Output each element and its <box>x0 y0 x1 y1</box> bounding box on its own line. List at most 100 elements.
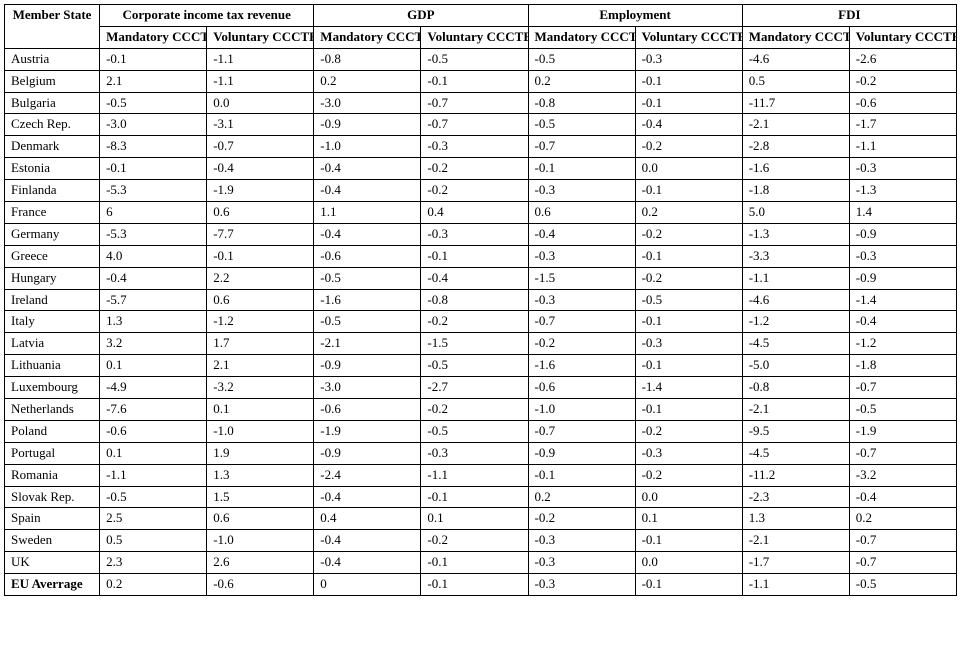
cell-cit_m: -8.3 <box>100 136 207 158</box>
cell-cit_v: 0.0 <box>207 92 314 114</box>
cell-emp_v: 0.0 <box>635 486 742 508</box>
cell-state: Slovak Rep. <box>5 486 100 508</box>
cell-state: Bulgaria <box>5 92 100 114</box>
cell-fdi_m: -4.5 <box>742 333 849 355</box>
cell-gdp_v: -0.3 <box>421 136 528 158</box>
cell-fdi_m: -1.7 <box>742 552 849 574</box>
cell-fdi_v: -0.7 <box>849 442 956 464</box>
cell-fdi_v: -1.1 <box>849 136 956 158</box>
cell-state: Poland <box>5 420 100 442</box>
cell-cit_v: 1.5 <box>207 486 314 508</box>
cell-fdi_v: -0.7 <box>849 552 956 574</box>
cell-emp_v: -0.1 <box>635 355 742 377</box>
cell-gdp_v: -0.7 <box>421 92 528 114</box>
cell-fdi_m: -4.6 <box>742 289 849 311</box>
cell-emp_m: -0.4 <box>528 223 635 245</box>
cell-gdp_v: -0.2 <box>421 180 528 202</box>
cell-emp_m: -0.2 <box>528 333 635 355</box>
cell-gdp_v: -0.1 <box>421 486 528 508</box>
cell-gdp_v: -0.1 <box>421 245 528 267</box>
cell-emp_m: 0.2 <box>528 486 635 508</box>
cell-emp_m: -0.7 <box>528 136 635 158</box>
cell-gdp_v: -2.7 <box>421 377 528 399</box>
sub-emp-voluntary: Voluntary CCCTB <box>635 26 742 48</box>
cell-state: Germany <box>5 223 100 245</box>
cell-emp_m: 0.2 <box>528 70 635 92</box>
table-row: Italy1.3-1.2-0.5-0.2-0.7-0.1-1.2-0.4 <box>5 311 957 333</box>
cell-gdp_m: -0.4 <box>314 486 421 508</box>
cell-gdp_v: -0.1 <box>421 552 528 574</box>
cell-emp_v: 0.0 <box>635 158 742 180</box>
cell-emp_v: -0.1 <box>635 574 742 596</box>
cell-fdi_m: -1.1 <box>742 267 849 289</box>
cell-emp_v: -0.1 <box>635 70 742 92</box>
cell-gdp_m: -3.0 <box>314 92 421 114</box>
table-row: Hungary-0.42.2-0.5-0.4-1.5-0.2-1.1-0.9 <box>5 267 957 289</box>
cell-cit_m: 3.2 <box>100 333 207 355</box>
cell-fdi_m: -4.6 <box>742 48 849 70</box>
col-fdi: FDI <box>742 5 956 27</box>
table-row: Latvia3.21.7-2.1-1.5-0.2-0.3-4.5-1.2 <box>5 333 957 355</box>
cell-fdi_m: -2.1 <box>742 399 849 421</box>
cell-cit_v: -1.2 <box>207 311 314 333</box>
cell-state: UK <box>5 552 100 574</box>
cell-fdi_v: -0.5 <box>849 399 956 421</box>
cell-emp_m: -0.3 <box>528 289 635 311</box>
cell-state: Finlanda <box>5 180 100 202</box>
cell-cit_v: 0.1 <box>207 399 314 421</box>
cell-emp_v: -0.1 <box>635 245 742 267</box>
cell-gdp_v: -0.3 <box>421 442 528 464</box>
sub-cit-mandatory: Mandatory CCCTB <box>100 26 207 48</box>
table-row: Bulgaria-0.50.0-3.0-0.7-0.8-0.1-11.7-0.6 <box>5 92 957 114</box>
cell-emp_m: -0.5 <box>528 114 635 136</box>
cell-cit_v: -0.7 <box>207 136 314 158</box>
cell-emp_m: -0.3 <box>528 574 635 596</box>
cell-cit_m: -1.1 <box>100 464 207 486</box>
cell-cit_m: 4.0 <box>100 245 207 267</box>
cell-state: Lithuania <box>5 355 100 377</box>
cell-fdi_v: -0.6 <box>849 92 956 114</box>
cell-fdi_v: -0.4 <box>849 486 956 508</box>
cell-gdp_v: -0.4 <box>421 267 528 289</box>
table-row: Luxembourg-4.9-3.2-3.0-2.7-0.6-1.4-0.8-0… <box>5 377 957 399</box>
cell-fdi_m: -1.6 <box>742 158 849 180</box>
cell-state: Luxembourg <box>5 377 100 399</box>
cell-fdi_m: -0.8 <box>742 377 849 399</box>
cell-cit_m: -3.0 <box>100 114 207 136</box>
cell-emp_m: -0.6 <box>528 377 635 399</box>
cell-fdi_m: -11.7 <box>742 92 849 114</box>
cell-fdi_m: -11.2 <box>742 464 849 486</box>
table-row: Netherlands-7.60.1-0.6-0.2-1.0-0.1-2.1-0… <box>5 399 957 421</box>
cell-cit_v: -3.2 <box>207 377 314 399</box>
cell-cit_v: 1.9 <box>207 442 314 464</box>
table-row: Portugal0.11.9-0.9-0.3-0.9-0.3-4.5-0.7 <box>5 442 957 464</box>
cell-emp_v: -0.5 <box>635 289 742 311</box>
cell-cit_m: 2.5 <box>100 508 207 530</box>
col-employment: Employment <box>528 5 742 27</box>
cell-gdp_m: -0.4 <box>314 552 421 574</box>
cell-state: EU Averrage <box>5 574 100 596</box>
cell-fdi_v: 0.2 <box>849 508 956 530</box>
cell-gdp_m: -0.9 <box>314 114 421 136</box>
cell-gdp_v: -1.5 <box>421 333 528 355</box>
cell-gdp_v: -0.2 <box>421 399 528 421</box>
cell-emp_m: -0.3 <box>528 552 635 574</box>
cell-gdp_v: -0.2 <box>421 158 528 180</box>
cell-emp_m: -0.3 <box>528 180 635 202</box>
sub-emp-mandatory: Mandatory CCCTB <box>528 26 635 48</box>
cell-gdp_m: -0.9 <box>314 355 421 377</box>
cell-fdi_m: -9.5 <box>742 420 849 442</box>
col-gdp: GDP <box>314 5 528 27</box>
cell-cit_v: 1.3 <box>207 464 314 486</box>
cell-cit_m: -5.7 <box>100 289 207 311</box>
sub-cit-voluntary: Voluntary CCCTB <box>207 26 314 48</box>
cell-fdi_v: -1.4 <box>849 289 956 311</box>
cell-state: Czech Rep. <box>5 114 100 136</box>
cell-cit_v: -0.1 <box>207 245 314 267</box>
cell-emp_v: -0.3 <box>635 442 742 464</box>
cell-gdp_m: -0.5 <box>314 267 421 289</box>
cell-emp_v: -0.2 <box>635 267 742 289</box>
cell-cit_m: 1.3 <box>100 311 207 333</box>
cell-cit_m: 0.1 <box>100 442 207 464</box>
cell-gdp_m: -0.4 <box>314 223 421 245</box>
